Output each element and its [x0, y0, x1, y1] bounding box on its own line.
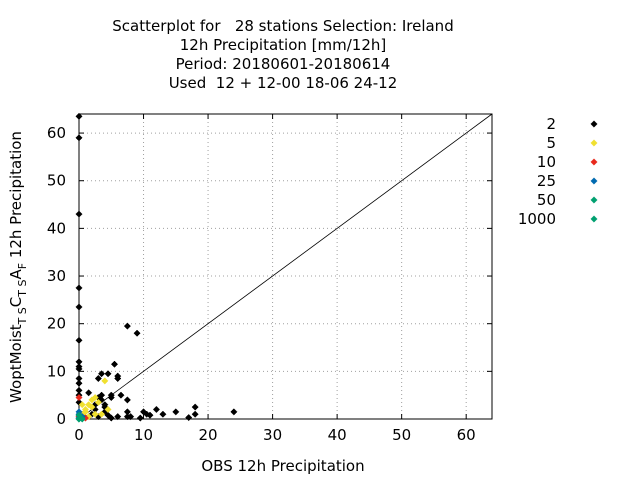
chart-title-line-1: Scatterplot for 28 stations Selection: I… [112, 17, 454, 35]
point-2-28 [114, 374, 122, 383]
y-label-part-a: WoptMoist [7, 324, 25, 403]
point-2-31 [123, 396, 131, 404]
y-label-sub-b: T S [16, 280, 29, 298]
point-1000-0 [75, 415, 83, 423]
point-2-54 [104, 411, 112, 419]
point-2-39 [159, 410, 167, 418]
x-tick-label-4: 40 [328, 426, 347, 444]
x-tick-label-1: 10 [134, 426, 153, 444]
chart-title-line-2: 12h Precipitation [mm/12h] [179, 36, 387, 54]
point-2-14 [85, 389, 93, 397]
point-2-52 [127, 413, 135, 421]
point-5-10 [104, 405, 112, 414]
y-label-part-d: 12h Precipitation [7, 131, 25, 263]
y-label-sub-c: F [16, 263, 29, 269]
y-label-part-b: C [7, 297, 25, 307]
point-2-25 [107, 394, 115, 402]
x-tick-label-2: 20 [199, 426, 218, 444]
point-2-10 [75, 379, 83, 387]
legend-marker-1000 [590, 215, 598, 223]
x-tick-label-5: 50 [392, 426, 411, 444]
point-5-5 [94, 398, 102, 406]
plot-frame [78, 113, 493, 420]
point-2-34 [133, 329, 141, 337]
point-2-1 [75, 134, 83, 142]
legend-label-1000: 1000 [518, 210, 556, 228]
point-5-6 [88, 403, 96, 411]
point-5-13 [78, 401, 86, 409]
point-2-49 [114, 413, 122, 421]
legend-label-2: 2 [546, 115, 556, 133]
legend-marker-10 [590, 158, 598, 166]
point-10-0 [75, 394, 83, 402]
point-2-23 [104, 370, 112, 378]
point-5-9 [101, 377, 109, 385]
point-2-4 [75, 303, 83, 311]
diagonal-layer [78, 113, 493, 420]
legend-marker-5 [590, 139, 598, 147]
diagonal-line [78, 113, 493, 420]
legend-marker-50 [590, 196, 598, 204]
point-2-26 [110, 360, 119, 368]
point-2-29 [117, 391, 125, 399]
chart-title-line-4: Used 12 + 12-00 18-06 24-12 [168, 74, 398, 92]
legend-label-50: 50 [537, 191, 556, 209]
legend-marker-25 [590, 177, 598, 185]
point-2-17 [94, 374, 102, 383]
x-tick-label-0: 0 [74, 426, 84, 444]
y-tick-label-2: 20 [47, 315, 66, 333]
x-tick-label-6: 60 [457, 426, 476, 444]
point-2-53 [136, 414, 144, 422]
legend-marker-2 [590, 120, 598, 128]
y-label-part-c: A [7, 269, 25, 280]
axes-layer: 0 10 20 30 40 50 60 0 10 20 30 40 50 60 [47, 113, 493, 444]
y-tick-label-1: 10 [47, 362, 66, 380]
y-axis-label: WoptMoistT SCT SAF 12h Precipitation [7, 131, 29, 403]
y-tick-label-5: 50 [47, 172, 66, 190]
point-2-41 [185, 414, 193, 422]
x-axis-label: OBS 12h Precipitation [201, 457, 364, 475]
point-2-38 [152, 405, 160, 414]
point-2-43 [191, 410, 199, 418]
point-5-4 [91, 394, 99, 402]
y-tick-label-4: 40 [47, 219, 66, 237]
point-2-18 [98, 370, 106, 378]
legend-label-25: 25 [537, 172, 556, 190]
point-2-2 [75, 210, 83, 218]
legend-label-5: 5 [546, 134, 556, 152]
point-2-40 [172, 408, 180, 416]
point-2-8 [75, 365, 83, 373]
point-2-30 [123, 322, 131, 330]
point-2-44 [230, 408, 238, 416]
point-2-0 [75, 112, 83, 120]
y-tick-label-6: 60 [47, 124, 66, 142]
point-2-35 [139, 408, 148, 416]
x-tick-label-3: 30 [263, 426, 282, 444]
point-5-12 [91, 410, 99, 418]
chart-title-line-3: Period: 20180601-20180614 [175, 55, 391, 73]
grid-layer [79, 114, 492, 419]
point-5-8 [98, 410, 106, 418]
y-label-sub-a: T S [16, 307, 29, 325]
y-tick-label-0: 0 [56, 410, 66, 428]
point-2-5 [75, 336, 83, 344]
legend-label-10: 10 [537, 153, 556, 171]
point-2-37 [146, 411, 154, 419]
point-2-42 [191, 403, 199, 411]
point-2-3 [75, 284, 83, 292]
y-tick-label-3: 30 [47, 267, 66, 285]
points-layer [75, 112, 238, 423]
